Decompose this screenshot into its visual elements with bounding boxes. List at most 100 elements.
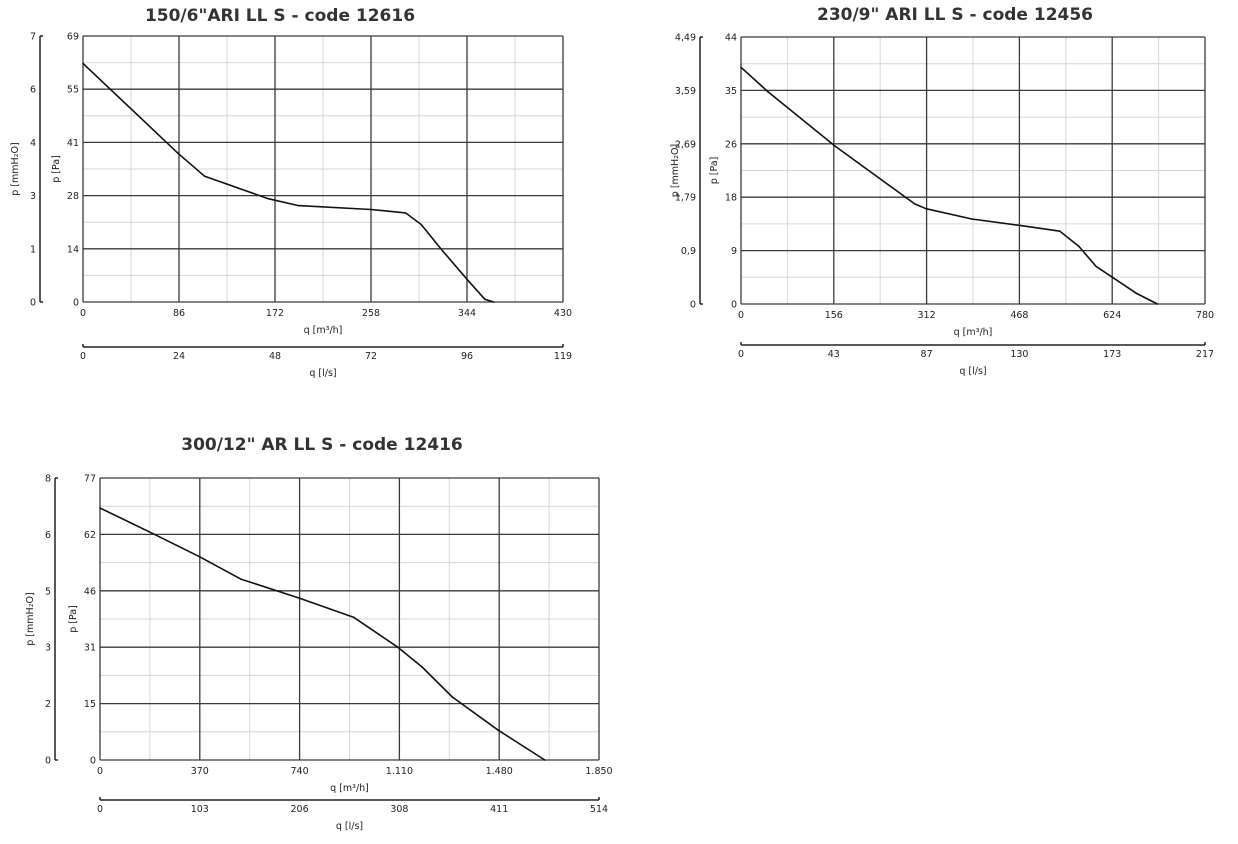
- data-point: [971, 218, 973, 220]
- data-point: [82, 62, 84, 65]
- data-point: [298, 597, 301, 599]
- data-point: [396, 646, 399, 648]
- data-point: [370, 208, 372, 211]
- chart-title: 150/6"ARI LL S - code 12616: [145, 6, 415, 26]
- x2-tick-label: 206: [291, 804, 309, 815]
- y2-tick-label: 0: [690, 300, 696, 311]
- y2-tick-label: 5: [45, 586, 51, 597]
- series-line-curve: [82, 62, 495, 303]
- x-tick-label: 258: [362, 308, 380, 319]
- y-tick-label: 77: [84, 474, 96, 485]
- data-point: [404, 212, 407, 214]
- data-point: [1112, 277, 1115, 279]
- y2-tick-label: 6: [45, 530, 51, 541]
- y-tick-label: 41: [67, 138, 79, 149]
- data-point: [99, 507, 101, 509]
- y2-tick-label: 2,69: [675, 139, 696, 150]
- y-axis-label: p [Pa]: [709, 157, 720, 185]
- data-point: [1020, 224, 1023, 227]
- y-tick-label: 14: [67, 244, 79, 255]
- x2-tick-label: 24: [173, 351, 185, 362]
- y2-tick-label: 1,79: [675, 193, 696, 204]
- data-point: [913, 203, 916, 205]
- data-point: [421, 666, 423, 668]
- x2-tick-label: 130: [1010, 349, 1028, 360]
- data-point: [151, 532, 154, 535]
- y-tick-label: 26: [725, 139, 737, 150]
- x2-tick-label: 48: [269, 351, 281, 362]
- y2-tick-label: 0,9: [681, 246, 696, 257]
- data-point: [766, 90, 769, 93]
- y2-tick-label: 7: [30, 32, 36, 43]
- x-tick-label: 370: [191, 766, 209, 777]
- data-point: [1059, 230, 1061, 232]
- data-point: [492, 301, 495, 303]
- x-axis-label: q [m³/h]: [330, 783, 369, 794]
- y-tick-label: 28: [67, 191, 79, 202]
- chart-1: 150/6"ARI LL S - code 12616 0 86 172 258 344 4…: [10, 6, 572, 379]
- x-tick-label: 430: [554, 308, 572, 319]
- x-tick-label: 86: [173, 308, 185, 319]
- x2-tick-label: 0: [80, 351, 86, 362]
- data-point: [466, 278, 468, 281]
- data-point: [267, 197, 270, 200]
- y-tick-label: 9: [731, 246, 737, 257]
- y2-tick-label: 4: [30, 138, 36, 149]
- data-point: [239, 578, 242, 580]
- x-tick-label: 780: [1196, 310, 1214, 321]
- data-point: [198, 555, 201, 558]
- y2-axis-label: p [mmH₂O]: [670, 144, 681, 197]
- x2-tick-label: 0: [97, 804, 103, 815]
- data-point: [497, 729, 500, 732]
- x-axis-label: q [m³/h]: [954, 327, 993, 338]
- y-tick-label: 0: [90, 756, 96, 767]
- x-tick-label: 624: [1103, 310, 1121, 321]
- x2-tick-label: 43: [828, 349, 840, 360]
- data-point: [1078, 245, 1080, 248]
- x2-tick-label: 96: [461, 351, 473, 362]
- x2-tick-label: 173: [1103, 349, 1121, 360]
- y2-tick-label: 3,59: [675, 86, 696, 97]
- y2-tick-label: 6: [30, 85, 36, 96]
- x-tick-label: 468: [1010, 310, 1028, 321]
- x-tick-label: 312: [918, 310, 936, 321]
- y-tick-label: 31: [84, 643, 96, 654]
- x2-tick-label: 217: [1196, 349, 1214, 360]
- data-point: [833, 144, 836, 147]
- data-point: [420, 223, 423, 226]
- x-tick-label: 344: [458, 308, 476, 319]
- y-tick-label: 44: [725, 33, 737, 44]
- chart-3: 300/12" AR LL S - code 12416 0 370 740 1.110…: [25, 435, 613, 832]
- series-line-curve: [99, 507, 546, 761]
- x-tick-label: 156: [825, 310, 843, 321]
- data-point: [451, 696, 454, 698]
- x-tick-label: 0: [738, 310, 744, 321]
- data-point: [1095, 265, 1097, 268]
- chart-title: 300/12" AR LL S - code 12416: [181, 435, 463, 455]
- data-point: [203, 175, 206, 178]
- data-point: [352, 616, 355, 618]
- x-tick-label: 172: [266, 308, 284, 319]
- x-tick-label: 1.850: [585, 766, 612, 777]
- y-tick-label: 62: [84, 530, 96, 541]
- x2-tick-label: 103: [191, 804, 209, 815]
- x2-tick-label: 514: [590, 804, 608, 815]
- chart-2: 230/9" ARI LL S - code 12456 0 156 312 468 62…: [670, 5, 1214, 377]
- x2-tick-label: 308: [390, 804, 408, 815]
- data-point: [1135, 292, 1137, 294]
- y-tick-label: 15: [84, 699, 96, 710]
- y-tick-label: 46: [84, 586, 96, 597]
- x2-tick-label: 87: [921, 349, 933, 360]
- y-tick-label: 55: [67, 85, 79, 96]
- y2-axis-label: p [mmH₂O]: [25, 592, 36, 645]
- data-point: [925, 207, 927, 210]
- y-tick-label: 0: [731, 300, 737, 311]
- x-tick-label: 740: [291, 766, 309, 777]
- x2-tick-label: 119: [554, 351, 572, 362]
- y-tick-label: 69: [67, 32, 79, 43]
- y2-tick-label: 4,49: [675, 33, 696, 44]
- y2-tick-label: 1: [30, 244, 36, 255]
- data-point: [740, 66, 742, 69]
- x-tick-label: 1.110: [386, 766, 413, 777]
- x-tick-label: 0: [80, 308, 86, 319]
